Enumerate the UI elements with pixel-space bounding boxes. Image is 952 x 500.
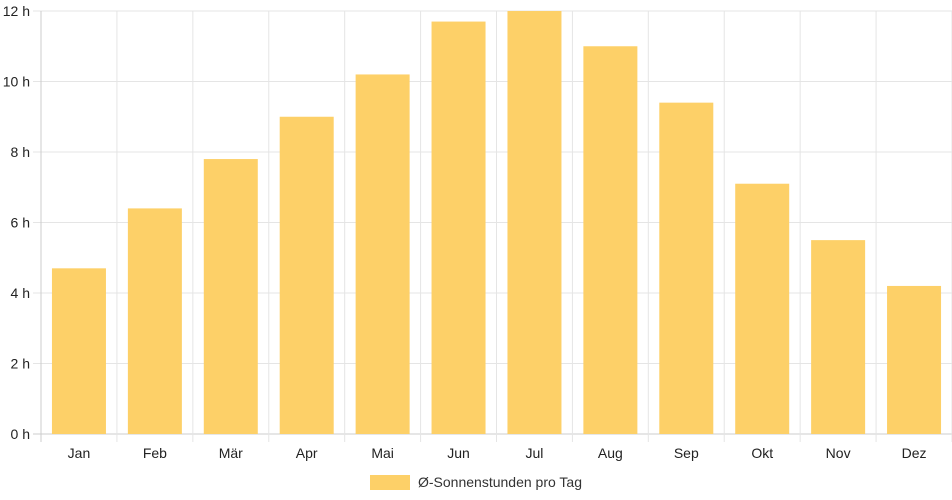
x-tick-label: Nov: [826, 445, 851, 461]
bar-jan[interactable]: [51, 268, 106, 434]
x-tick-label: Feb: [143, 445, 167, 461]
legend-label: Ø-Sonnenstunden pro Tag: [418, 474, 582, 490]
x-tick-label: Mai: [371, 445, 394, 461]
bar-apr[interactable]: [279, 116, 334, 434]
axes: 0 h 2 h 4 h 6 h 8 h 10 h 12 h Jan Feb Mär Apr Mai Ju…: [3, 3, 927, 461]
y-tick-label: 2 h: [11, 356, 30, 372]
y-tick-label: 4 h: [11, 285, 30, 301]
y-tick-label: 8 h: [11, 144, 30, 160]
bar-sep[interactable]: [659, 102, 714, 435]
x-tick-label: Mär: [219, 445, 243, 461]
grid: [33, 10, 952, 442]
x-tick-label: Jan: [68, 445, 91, 461]
y-tick-label: 6 h: [11, 215, 30, 231]
x-tick-label: Okt: [751, 445, 773, 461]
bar-aug[interactable]: [583, 46, 638, 434]
y-tick-label: 0 h: [11, 426, 30, 442]
bar-nov[interactable]: [811, 240, 866, 434]
bars: [51, 11, 942, 435]
bar-mär[interactable]: [203, 159, 258, 435]
x-tick-label: Sep: [674, 445, 699, 461]
legend[interactable]: Ø-Sonnenstunden pro Tag: [370, 474, 582, 490]
bar-okt[interactable]: [735, 183, 790, 434]
x-tick-label: Jul: [526, 445, 544, 461]
bar-jul[interactable]: [507, 11, 562, 434]
y-tick-label: 12 h: [3, 3, 30, 19]
y-tick-label: 10 h: [3, 74, 30, 90]
x-tick-label: Jun: [447, 445, 470, 461]
x-tick-label: Apr: [296, 445, 318, 461]
legend-swatch: [370, 475, 410, 490]
bar-jun[interactable]: [431, 21, 486, 434]
bar-dez[interactable]: [887, 285, 942, 434]
x-tick-label: Dez: [902, 445, 927, 461]
bar-feb[interactable]: [127, 208, 182, 434]
x-tick-label: Aug: [598, 445, 623, 461]
bar-mai[interactable]: [355, 74, 410, 434]
